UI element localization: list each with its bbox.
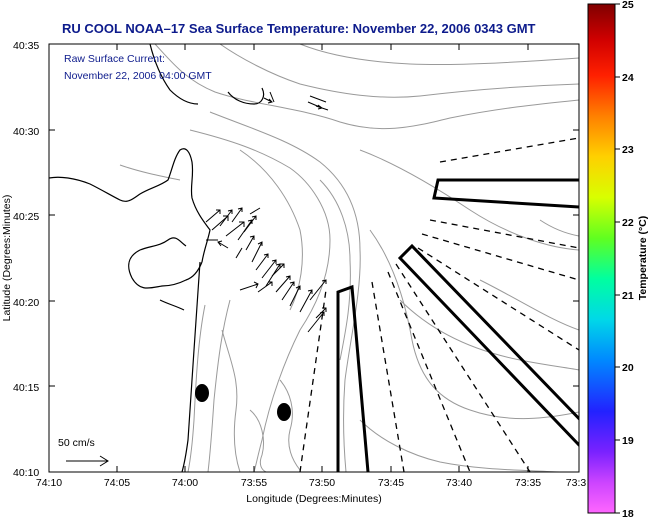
colorbar-tick-label: 20 bbox=[622, 362, 634, 374]
plot-area: Raw Surface Current: November 22, 2006 0… bbox=[48, 43, 580, 473]
dashed-lines bbox=[299, 137, 579, 472]
colorbar-tick-label: 24 bbox=[622, 72, 634, 84]
x-tick-label: 73:40 bbox=[446, 477, 472, 489]
y-tick-label: 40:20 bbox=[13, 297, 39, 309]
colorbar-gradient bbox=[587, 3, 616, 514]
annotation-line1: Raw Surface Current: bbox=[64, 53, 165, 65]
y-tick-label: 40:15 bbox=[13, 382, 39, 394]
colorbar-tick-label: 23 bbox=[622, 144, 634, 156]
coastline bbox=[49, 44, 265, 472]
y-tick-label: 40:25 bbox=[13, 211, 39, 223]
colorbar-label: Temperature (°C) bbox=[637, 216, 649, 301]
colorbar-tick-label: 25 bbox=[622, 0, 634, 11]
annotation-line2: November 22, 2006 04:00 GMT bbox=[64, 70, 212, 82]
contour-lines bbox=[119, 44, 579, 472]
scale-arrow bbox=[66, 455, 109, 467]
scale-label: 50 cm/s bbox=[58, 437, 95, 449]
x-tick-label: 74:05 bbox=[104, 477, 130, 489]
colorbar-tick-label: 22 bbox=[622, 217, 634, 229]
zone-outlines bbox=[336, 178, 579, 472]
y-tick-label: 40:10 bbox=[13, 467, 39, 479]
marker-ellipse-east bbox=[277, 403, 291, 421]
current-vectors bbox=[205, 91, 329, 333]
x-tick-label: 73:55 bbox=[241, 477, 267, 489]
y-axis-label: Latitude (Degrees:Minutes) bbox=[1, 195, 13, 322]
x-tick-label: 74:00 bbox=[172, 477, 198, 489]
colorbar: 25 24 23 22 21 20 19 18 Temperature (°C) bbox=[587, 0, 649, 518]
colorbar-tick-label: 18 bbox=[622, 508, 634, 518]
y-tick-label: 40:30 bbox=[13, 126, 39, 138]
marker-ellipse-west bbox=[195, 384, 209, 402]
x-axis-label: Longitude (Degrees:Minutes) bbox=[246, 493, 381, 505]
colorbar-tick-label: 19 bbox=[622, 435, 634, 447]
x-tick-label: 74:10 bbox=[36, 477, 62, 489]
x-tick-label: 73:35 bbox=[515, 477, 541, 489]
plot-frame bbox=[48, 43, 580, 473]
y-axis: 40:35 40:30 40:25 40:20 40:15 40:10 Lati… bbox=[1, 40, 579, 479]
x-tick-label: 73:3 bbox=[566, 477, 587, 489]
figure-title: RU COOL NOAA–17 Sea Surface Temperature:… bbox=[62, 21, 536, 36]
x-axis: 74:10 74:05 74:00 73:55 73:50 73:45 73:4… bbox=[36, 44, 587, 505]
colorbar-tick-label: 21 bbox=[622, 290, 634, 302]
x-tick-label: 73:45 bbox=[378, 477, 404, 489]
x-tick-label: 73:50 bbox=[309, 477, 335, 489]
y-tick-label: 40:35 bbox=[13, 40, 39, 52]
